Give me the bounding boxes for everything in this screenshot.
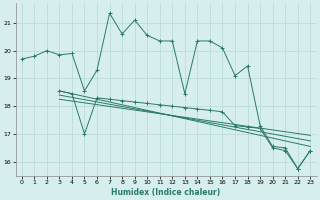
X-axis label: Humidex (Indice chaleur): Humidex (Indice chaleur) bbox=[111, 188, 221, 197]
